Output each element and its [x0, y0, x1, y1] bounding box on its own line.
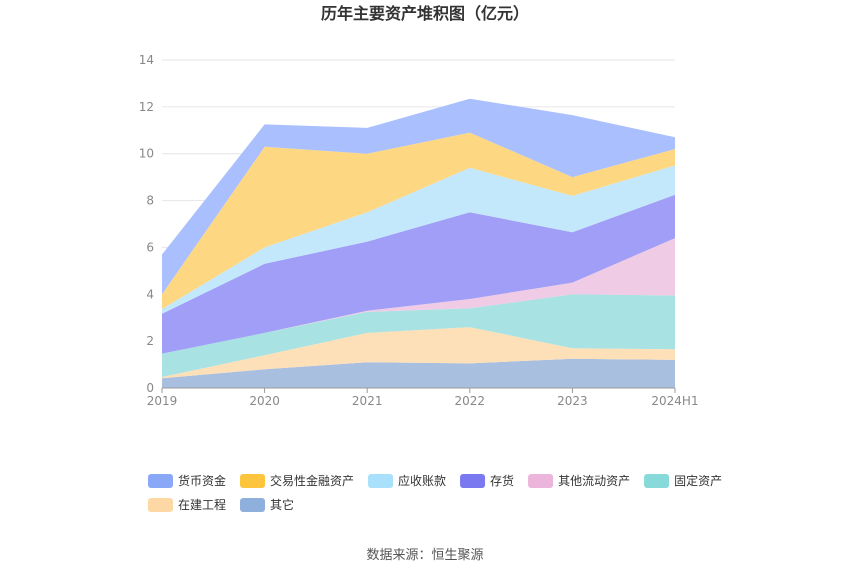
- area-series-5: [162, 165, 675, 314]
- x-tick-label: 2020: [249, 394, 280, 408]
- legend-swatch: [240, 474, 266, 488]
- y-tick-label: 14: [139, 53, 154, 67]
- area-series-2: [162, 294, 675, 377]
- legend-swatch: [368, 474, 394, 488]
- area-series-4: [162, 194, 675, 354]
- area-series-group: [162, 98, 675, 388]
- legend-item[interactable]: 其它: [240, 497, 294, 512]
- axes: 0 2 4 6 8 10 12 14 2019 2020 2021 2022 2023 2024H1: [139, 53, 699, 408]
- legend-swatch: [148, 474, 173, 488]
- y-tick-label: 4: [146, 287, 154, 301]
- legend-swatch: [528, 474, 554, 488]
- legend-swatch: [148, 498, 173, 512]
- y-tick-label: 6: [146, 240, 154, 254]
- y-tick-label: 2: [146, 334, 154, 348]
- legend-label: 交易性金融资产: [270, 473, 354, 488]
- legend-swatch: [240, 498, 266, 512]
- legend-label: 应收账款: [398, 473, 446, 488]
- legend-item[interactable]: 固定资产: [644, 473, 722, 488]
- legend-item[interactable]: 其他流动资产: [528, 474, 630, 488]
- x-tick-label: 2023: [557, 394, 588, 408]
- legend-label: 其它: [270, 497, 294, 512]
- legend-swatch: [460, 474, 486, 488]
- area-series-7: [162, 98, 675, 295]
- data-source-note: 数据来源：恒生聚源: [366, 548, 483, 563]
- legend-item[interactable]: 货币资金: [148, 473, 226, 488]
- legend-item[interactable]: 交易性金融资产: [240, 473, 354, 488]
- x-tick-label: 2022: [455, 394, 486, 408]
- x-tick-label: 2019: [147, 394, 178, 408]
- chart-title: 历年主要资产堆积图（亿元）: [321, 4, 529, 23]
- legend-item[interactable]: 应收账款: [368, 473, 446, 488]
- legend-item[interactable]: 存货: [460, 473, 514, 488]
- y-tick-label: 8: [146, 194, 154, 208]
- y-tick-label: 0: [146, 381, 154, 395]
- legend-label: 其他流动资产: [558, 474, 630, 488]
- legend-swatch: [644, 474, 670, 488]
- y-tick-label: 12: [139, 100, 154, 114]
- y-tick-label: 10: [139, 147, 154, 161]
- legend-label: 固定资产: [674, 473, 722, 488]
- area-series-1: [162, 327, 675, 379]
- area-series-0: [162, 358, 675, 388]
- legend-label: 货币资金: [178, 473, 226, 488]
- x-tick-label: 2024H1: [651, 394, 698, 408]
- legend-label: 存货: [490, 473, 514, 488]
- legend-label: 在建工程: [178, 497, 226, 512]
- x-tick-label: 2021: [352, 394, 383, 408]
- area-series-6: [162, 132, 675, 309]
- legend-item[interactable]: 在建工程: [148, 497, 226, 512]
